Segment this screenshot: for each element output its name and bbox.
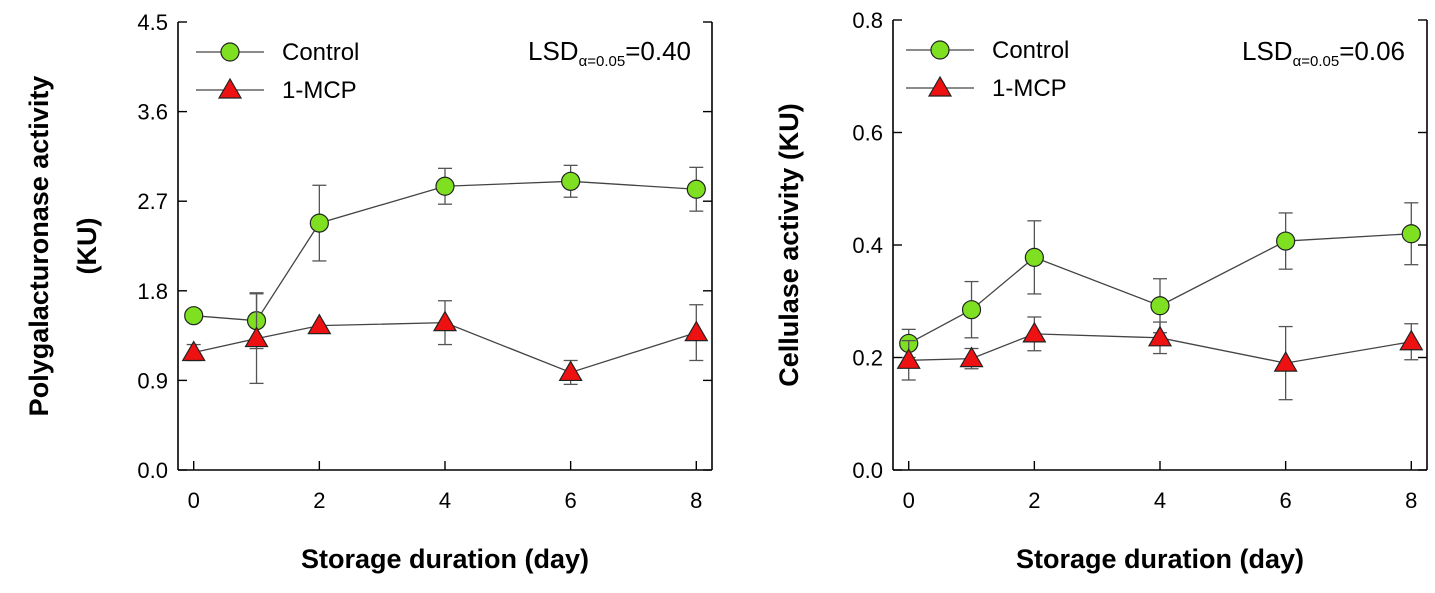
y-tick-label: 4.5 [137,10,168,35]
y-tick-label: 0.2 [852,346,883,371]
y-tick-label: 3.6 [137,100,168,125]
x-axis-title: Storage duration (day) [1016,544,1304,574]
y-axis-title: (KU) [72,218,102,275]
legend-label: 1-MCP [992,75,1067,102]
data-point [309,213,329,233]
series-control [184,164,706,350]
data-point [1024,247,1044,267]
y-tick-label: 0.9 [137,368,168,393]
data-point [1022,321,1047,343]
y-tick-label: 0.6 [852,121,883,146]
data-point [181,340,206,362]
data-point [1150,296,1170,316]
series-1-mcp [181,293,709,386]
legend-item: 1-MCP [906,75,1067,102]
y-tick-label: 0.0 [852,458,883,483]
y-axis-title: Cellulase activity (KU) [774,103,804,387]
data-point [686,179,706,199]
lsd-annotation: LSDα=0.05=0.06 [1242,36,1405,70]
data-point [1273,350,1298,372]
x-tick-label: 0 [188,488,200,513]
legend-marker [220,42,240,62]
legend-item: 1-MCP [196,77,357,104]
x-axis-title: Storage duration (day) [301,544,589,574]
data-point [561,171,581,191]
y-tick-label: 1.8 [137,279,168,304]
legend-marker [930,40,950,60]
y-tick-label: 2.7 [137,189,168,214]
y-axis-title: Polygalacturonase activity [24,76,54,417]
legend-item: Control [906,37,1069,64]
data-point [307,313,332,335]
x-tick-label: 4 [439,488,451,513]
legend-label: Control [992,37,1069,64]
data-point [1276,231,1296,251]
data-point [435,176,455,196]
chart-panel-1: 0.0 0.9 1.8 2.7 3.6 4.5 0 2 4 6 8 Storage duration … [24,10,713,574]
x-tick-label: 4 [1154,488,1166,513]
data-point [896,348,921,369]
data-point [1147,325,1173,347]
data-point [961,300,982,320]
y-tick-label: 0.0 [137,458,168,483]
x-tick-label: 6 [1280,488,1292,513]
x-tick-label: 2 [313,488,325,513]
x-tick-label: 8 [1405,488,1417,513]
series-line [193,180,697,322]
series-line [193,322,697,374]
data-point [432,310,458,332]
legend-label: Control [282,39,359,66]
series-line [908,333,1412,364]
data-point [244,326,269,348]
legend-marker [217,77,243,99]
data-point [1399,329,1424,351]
legend-label: 1-MCP [282,77,357,104]
y-tick-label: 0.4 [852,233,883,258]
data-point [684,320,709,342]
x-tick-label: 6 [565,488,577,513]
lsd-annotation: LSDα=0.05=0.40 [528,36,691,70]
legend-marker [927,75,953,97]
y-tick-label: 0.8 [852,8,883,33]
data-point [1401,224,1421,244]
data-point [184,306,204,326]
data-point [959,346,984,368]
series-1-mcp [896,316,1424,401]
x-tick-label: 2 [1028,488,1040,513]
legend-item: Control [196,39,359,66]
chart-panel-2: 0.0 0.2 0.4 0.6 0.8 0 2 4 6 8 Storage duration (da… [774,8,1428,574]
series-line [908,233,1412,345]
x-tick-label: 8 [690,488,702,513]
data-point [558,360,583,382]
x-tick-label: 0 [903,488,915,513]
